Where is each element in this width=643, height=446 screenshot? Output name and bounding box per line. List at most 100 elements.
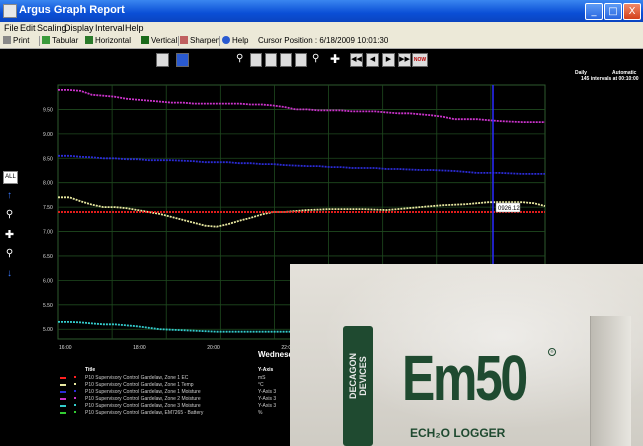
em50-logger-photo: DECAGON DEVICES Em50 ® ECH₂O LOGGER — [290, 264, 643, 446]
help-button[interactable]: Help — [222, 36, 248, 45]
legend-unit: Y-Axis 3 — [258, 403, 277, 409]
y-tick-label: 9.00 — [43, 132, 53, 138]
legend-swatch — [60, 398, 66, 400]
series-lines — [58, 89, 546, 333]
vertical-button[interactable]: Vertical — [141, 36, 177, 45]
scroll-up-icon[interactable]: ↑ — [7, 190, 12, 201]
vertical-bars-icon — [141, 36, 149, 44]
next-page-button[interactable]: ▶ — [382, 53, 395, 67]
registered-mark: ® — [548, 348, 556, 356]
legend-marker — [74, 376, 76, 378]
menu-interval[interactable]: Interval — [95, 23, 125, 33]
legend-row[interactable]: P10 Supervisory Control Gardelaw, Zone 2… — [60, 396, 300, 402]
menu-help[interactable]: Help — [125, 23, 144, 33]
x-tick-label: 22:00 — [281, 345, 294, 351]
legend-yaxis-header: Y-Axis — [258, 367, 274, 373]
menu-edit[interactable]: Edit — [20, 23, 36, 33]
legend-title: P10 Supervisory Control Gardelaw, Zone 1… — [85, 375, 189, 381]
legend-unit: Y-Axis 3 — [258, 396, 277, 402]
series-line — [58, 196, 546, 228]
menu-scaling[interactable]: Scaling — [37, 23, 67, 33]
first-page-button[interactable]: ◀◀ — [350, 53, 363, 67]
toolbar-separator — [178, 36, 179, 46]
legend-row[interactable]: P10 Supervisory Control Gardelaw, Zone 3… — [60, 403, 300, 409]
legend-unit: Y-Axis 3 — [258, 389, 277, 395]
y-tick-label: 6.00 — [43, 278, 53, 284]
sharpen-button[interactable]: Sharpen — [180, 36, 220, 45]
toggle-view-button[interactable] — [156, 53, 169, 67]
title-bar: Argus Graph Report _ □ X — [0, 0, 643, 22]
printer-icon — [3, 36, 11, 44]
print-button[interactable]: Print — [3, 36, 29, 45]
minimize-button[interactable]: _ — [585, 3, 603, 20]
y-axis-ticks: 9.50 9.00 8.50 8.00 7.50 7.00 6.50 6.00 5.50 5.00 — [43, 107, 53, 333]
legend-row[interactable]: P10 Supervisory Control Gardelaw, EM7265… — [60, 410, 300, 416]
legend-row[interactable]: P10 Supervisory Control Gardelaw, Zone 1… — [60, 375, 300, 381]
model-name: Em50 — [402, 342, 528, 414]
maximize-button[interactable]: □ — [604, 3, 622, 20]
page-view-4-button[interactable] — [295, 53, 307, 67]
legend-title: P10 Supervisory Control Gardelaw, Zone 1… — [85, 389, 201, 395]
series-line — [58, 154, 545, 175]
series-line — [58, 89, 545, 123]
legend-title: P10 Supervisory Control Gardelaw, Zone 3… — [85, 403, 201, 409]
last-page-button[interactable]: ▶▶ — [398, 53, 411, 67]
x-tick-label: 16:00 — [59, 345, 72, 351]
legend-title-header: Title — [85, 367, 96, 373]
legend-marker — [74, 411, 76, 413]
window-title: Argus Graph Report — [19, 4, 125, 16]
tabular-button[interactable]: Tabular — [42, 36, 78, 45]
y-tick-label: 8.00 — [43, 181, 53, 187]
crosshair-icon[interactable]: ✚ — [330, 52, 341, 66]
x-tick-label: 18:00 — [133, 345, 146, 351]
automatic-label: Automatic — [612, 70, 637, 76]
page-view-2-button[interactable] — [265, 53, 277, 67]
legend-row[interactable]: P10 Supervisory Control Gardelaw, Zone 1… — [60, 382, 300, 388]
y-tick-label: 7.50 — [43, 205, 53, 211]
y-tick-label: 7.00 — [43, 230, 53, 236]
table-icon — [42, 36, 50, 44]
y-tick-label: 5.00 — [43, 327, 53, 333]
prev-page-button[interactable]: ◀ — [366, 53, 379, 67]
legend-marker — [74, 404, 76, 406]
toolbar-separator — [219, 36, 220, 46]
toolbar-separator — [39, 36, 40, 46]
horizontal-button[interactable]: Horizontal — [85, 36, 131, 45]
zoom-out-icon[interactable]: ⚲ — [236, 53, 244, 64]
scroll-down-icon[interactable]: ↓ — [7, 268, 12, 279]
legend-swatch — [60, 384, 66, 386]
brand-line-2: DEVICES — [358, 356, 368, 396]
menu-display[interactable]: Display — [64, 23, 94, 33]
daily-label: Daily — [575, 70, 587, 76]
cursor-label-box — [495, 202, 521, 213]
sharpen-icon — [180, 36, 188, 44]
horizontal-bars-icon — [85, 36, 93, 44]
legend-swatch — [60, 391, 66, 393]
legend-swatch — [60, 405, 66, 407]
menu-file[interactable]: File — [4, 23, 19, 33]
legend-swatch — [60, 377, 66, 379]
x-tick-label: 20:00 — [207, 345, 220, 351]
legend-row[interactable]: P10 Supervisory Control Gardelaw, Zone 1… — [60, 389, 300, 395]
refresh-button[interactable] — [176, 53, 189, 67]
close-button[interactable]: X — [623, 3, 641, 20]
legend-unit: % — [258, 410, 263, 416]
legend-swatch — [60, 412, 66, 414]
help-icon — [222, 36, 230, 44]
legend-marker — [74, 383, 76, 385]
app-icon — [3, 4, 17, 18]
zoom-out-y-icon[interactable]: ⚲ — [5, 209, 14, 220]
brand-line-1: DECAGON — [348, 353, 358, 400]
page-view-3-button[interactable] — [280, 53, 292, 67]
show-all-button[interactable]: ALL — [3, 171, 18, 184]
legend-title: P10 Supervisory Control Gardelaw, EM7265… — [85, 410, 204, 416]
now-button[interactable]: NOW — [412, 53, 428, 67]
decagon-brand-strip: DECAGON DEVICES — [343, 326, 373, 446]
page-view-1-button[interactable] — [250, 53, 262, 67]
interval-summary: 145 intervals at 00:10:00 — [581, 76, 639, 82]
zoom-in-y-icon[interactable]: ⚲ — [5, 248, 14, 259]
center-icon[interactable]: ✚ — [4, 229, 15, 241]
legend-unit: °C — [258, 382, 264, 388]
zoom-in-icon[interactable]: ⚲ — [312, 53, 320, 64]
